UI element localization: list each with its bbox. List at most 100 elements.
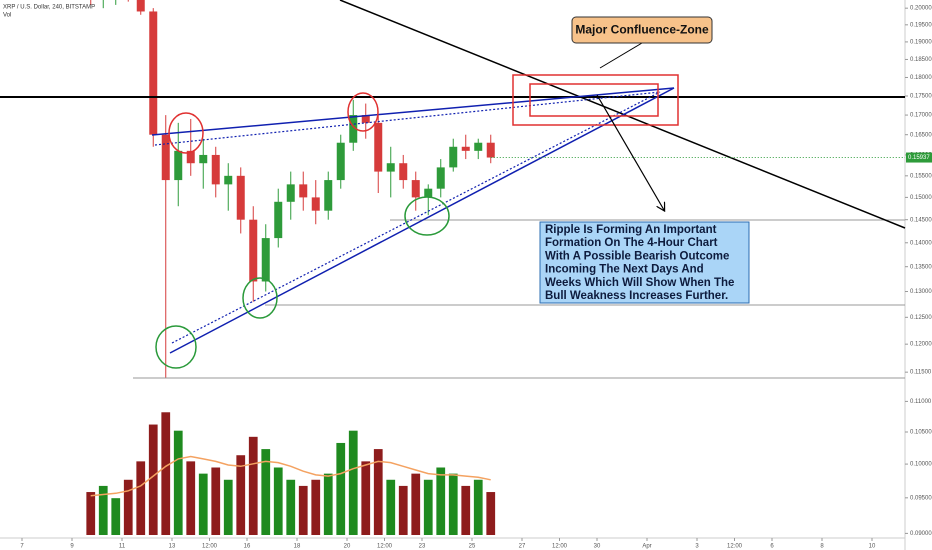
- note-line: Bull Weakness Increases Further.: [545, 290, 728, 302]
- candle-body: [299, 184, 308, 198]
- candle-body: [274, 201, 283, 239]
- candle-body: [436, 167, 445, 189]
- candle-body: [186, 150, 195, 164]
- candle-body: [324, 180, 333, 211]
- wedge-upper: [151, 87, 675, 136]
- circle: [404, 196, 450, 236]
- circle: [242, 277, 278, 319]
- trend-line: [339, 0, 906, 229]
- price-pane: [90, 0, 495, 378]
- candle-body: [286, 184, 295, 202]
- volume-bar: [136, 461, 146, 535]
- x-tick-label: 13: [169, 544, 176, 550]
- candle-body: [174, 150, 183, 181]
- x-tick-label: 12:00: [202, 544, 218, 550]
- candle-body: [411, 180, 420, 198]
- chart-title: XRP / U.S. Dollar, 240, BITSTAMP: [3, 5, 95, 11]
- last-price-label: 0.15937: [908, 155, 930, 161]
- volume-bar: [386, 479, 396, 535]
- candle-body: [224, 175, 233, 185]
- volume-ma: [90, 455, 491, 497]
- y-tick-label: 0.16500: [910, 132, 932, 138]
- x-tick-label: 25: [469, 544, 476, 550]
- y-tick-label: 0.19000: [910, 39, 932, 45]
- candle-body: [449, 146, 458, 168]
- volume-bar: [186, 461, 196, 535]
- volume-bar: [273, 467, 283, 535]
- volume-bar: [411, 473, 421, 535]
- x-tick-label: 9: [70, 544, 74, 550]
- callout-text: Major Confluence-Zone: [575, 23, 709, 37]
- candle-body: [361, 115, 370, 123]
- volume-bar: [236, 455, 246, 535]
- y-tick-label: 0.09500: [910, 495, 932, 501]
- volume-bar: [398, 485, 408, 535]
- candle-body: [424, 188, 433, 198]
- candle-body: [374, 122, 383, 172]
- volume-bar: [323, 473, 333, 535]
- candle-body: [249, 219, 258, 282]
- volume-bar: [311, 479, 321, 535]
- candle-body: [336, 142, 345, 181]
- x-tick-label: 12:00: [552, 544, 568, 550]
- volume-bar: [348, 430, 358, 535]
- note-line: Weeks Which Will Show When The: [545, 277, 734, 289]
- volume-bar: [461, 485, 471, 535]
- y-tick-label: 0.09000: [910, 531, 932, 537]
- callout-pointer: [599, 42, 643, 69]
- candle-body: [474, 142, 483, 151]
- note-box: [539, 221, 750, 304]
- y-tick-label: 0.18500: [910, 57, 932, 63]
- y-tick-label: 0.15000: [910, 195, 932, 201]
- last-price-tag: [906, 152, 932, 163]
- volume-bar: [111, 498, 121, 535]
- volume-bar: [423, 479, 433, 535]
- candle-body: [161, 134, 170, 181]
- y-tick-label: 0.11000: [910, 399, 932, 405]
- drawings: Major Confluence-Zone Ripple Is Forming …: [0, 0, 906, 379]
- volume-bar: [123, 479, 133, 535]
- candle-body: [486, 142, 495, 158]
- candle-body: [236, 175, 245, 220]
- x-tick-label: Apr: [642, 544, 651, 550]
- volume-bar: [336, 442, 346, 535]
- y-tick-label: 0.13000: [910, 289, 932, 295]
- y-tick-label: 0.15500: [910, 173, 932, 179]
- zone-box: [512, 74, 679, 126]
- y-tick-label: 0.18000: [910, 75, 932, 81]
- volume-bar: [286, 479, 296, 535]
- volume-pane: [86, 412, 496, 535]
- x-tick-label: 10: [869, 544, 876, 550]
- volume-bar: [373, 449, 383, 535]
- note-line: With A Possible Bearish Outcome: [545, 250, 729, 262]
- wedge-lower-dotted: [171, 91, 661, 344]
- x-tick-label: 20: [344, 544, 351, 550]
- x-tick-label: 27: [519, 544, 526, 550]
- wedge-upper-dotted: [154, 91, 661, 146]
- volume-bar: [161, 412, 171, 535]
- callout-box: [571, 16, 713, 44]
- candle-body: [136, 0, 145, 12]
- candle-body: [149, 11, 158, 135]
- volume-bar: [211, 467, 221, 535]
- x-tick-label: 12:00: [727, 544, 743, 550]
- candle-body: [261, 238, 270, 282]
- x-tick-label: 7: [20, 544, 24, 550]
- y-tick-label: 0.17500: [910, 94, 932, 100]
- candle-body: [211, 154, 220, 185]
- volume-bar: [198, 473, 208, 535]
- y-tick-label: 0.12000: [910, 342, 932, 348]
- zone-box: [529, 83, 659, 117]
- y-tick-label: 0.12500: [910, 315, 932, 321]
- x-tick-label: 23: [419, 544, 426, 550]
- volume-bar: [248, 436, 258, 535]
- volume-bar: [98, 485, 108, 535]
- y-tick-label: 0.10000: [910, 462, 932, 468]
- candle-body: [199, 154, 208, 164]
- volume-bar: [436, 467, 446, 535]
- x-tick-label: 18: [294, 544, 301, 550]
- candle-body: [386, 163, 395, 172]
- volume-label: Vol: [3, 13, 11, 19]
- circle: [155, 325, 197, 369]
